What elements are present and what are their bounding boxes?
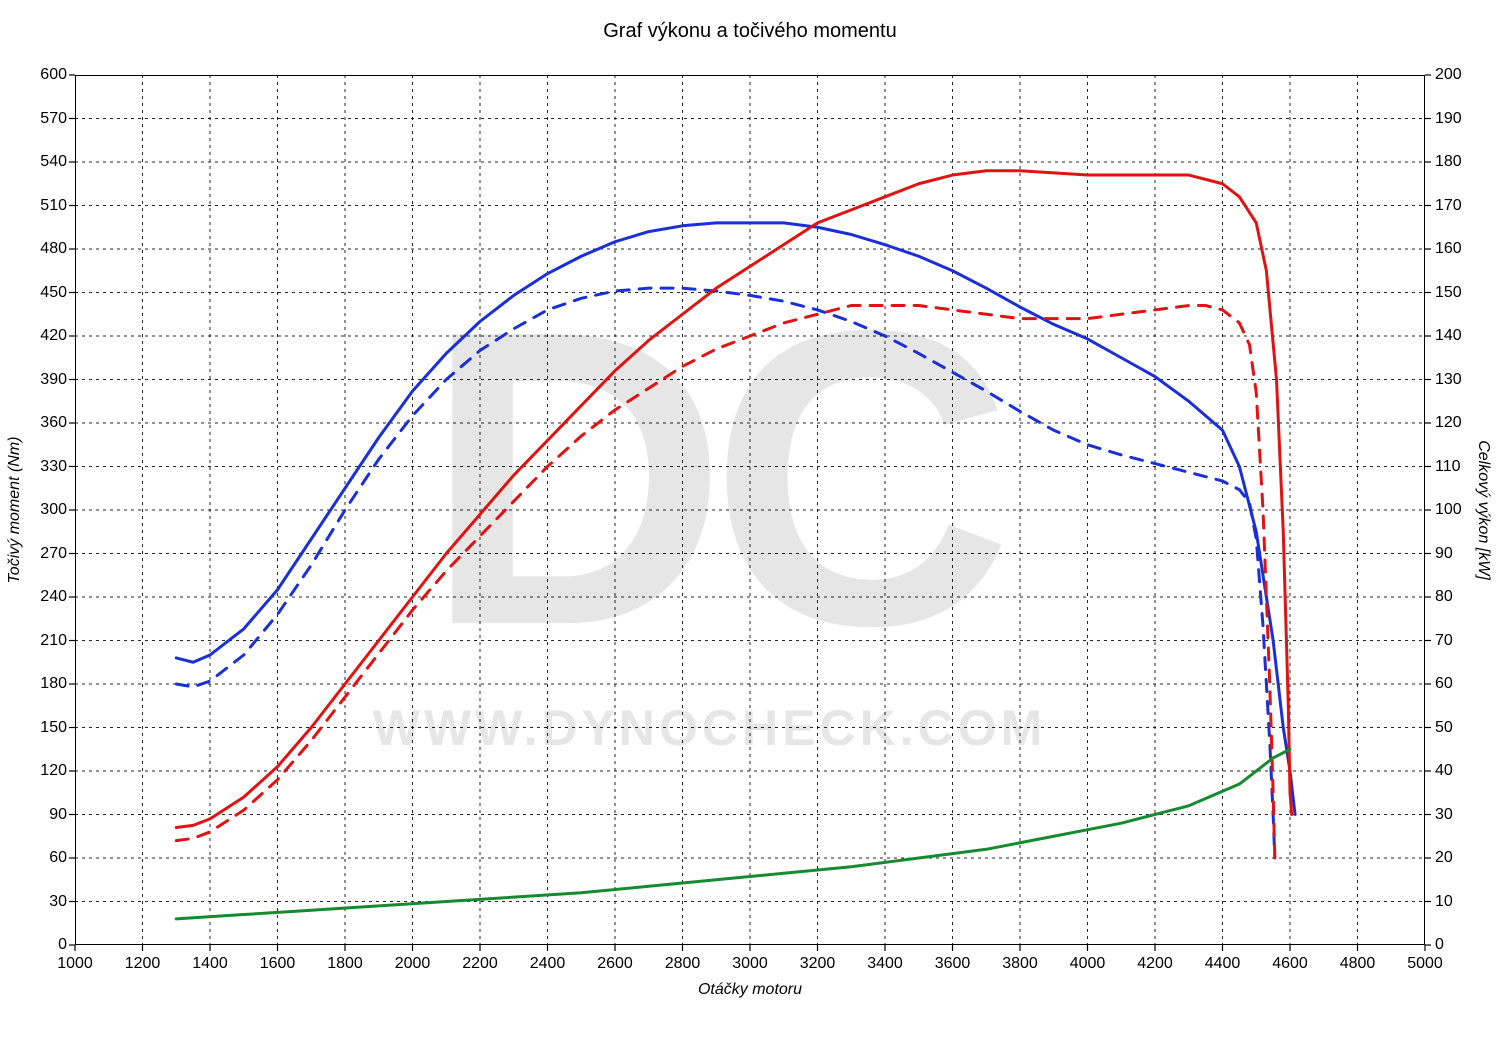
x-tick-label: 2800: [665, 955, 701, 973]
y-left-tick-label: 450: [40, 284, 67, 302]
y-left-tick-label: 60: [49, 849, 67, 867]
y-right-tick-label: 40: [1435, 762, 1453, 780]
y-left-tick-label: 180: [40, 675, 67, 693]
y-right-tick-label: 100: [1435, 501, 1462, 519]
x-tick-label: 2400: [530, 955, 566, 973]
y-right-tick-label: 0: [1435, 936, 1444, 954]
y-right-tick-label: 140: [1435, 327, 1462, 345]
y-right-tick-label: 10: [1435, 893, 1453, 911]
series-power-diff: [176, 749, 1290, 919]
y-left-tick-label: 0: [58, 936, 67, 954]
y-left-tick-label: 540: [40, 153, 67, 171]
y-left-tick-label: 300: [40, 501, 67, 519]
y-left-tick-label: 270: [40, 545, 67, 563]
y-right-tick-label: 150: [1435, 284, 1462, 302]
x-tick-label: 3000: [732, 955, 768, 973]
x-tick-label: 4800: [1340, 955, 1376, 973]
y-right-tick-label: 160: [1435, 240, 1462, 258]
x-tick-label: 2600: [597, 955, 633, 973]
y-left-tick-label: 360: [40, 414, 67, 432]
y-left-tick-label: 90: [49, 806, 67, 824]
y-left-tick-label: 390: [40, 371, 67, 389]
x-tick-label: 4200: [1137, 955, 1173, 973]
y-right-tick-label: 190: [1435, 110, 1462, 128]
y-left-tick-label: 330: [40, 458, 67, 476]
y-left-tick-label: 240: [40, 588, 67, 606]
y-left-tick-label: 150: [40, 719, 67, 737]
y-left-tick-label: 30: [49, 893, 67, 911]
x-tick-label: 2000: [395, 955, 431, 973]
x-axis-label: Otáčky motoru: [0, 981, 1500, 999]
y-right-tick-label: 30: [1435, 806, 1453, 824]
x-tick-label: 1600: [260, 955, 296, 973]
y-left-tick-label: 570: [40, 110, 67, 128]
x-tick-label: 3400: [867, 955, 903, 973]
y-left-tick-label: 480: [40, 240, 67, 258]
y-axis-right-label: Celkový výkon [kW]: [1474, 440, 1492, 580]
x-tick-label: 4600: [1272, 955, 1308, 973]
x-tick-label: 1000: [57, 955, 93, 973]
x-tick-label: 1400: [192, 955, 228, 973]
y-left-tick-label: 600: [40, 66, 67, 84]
y-right-tick-label: 130: [1435, 371, 1462, 389]
x-tick-label: 1800: [327, 955, 363, 973]
x-tick-label: 3800: [1002, 955, 1038, 973]
x-tick-label: 5000: [1407, 955, 1443, 973]
y-right-tick-label: 70: [1435, 632, 1453, 650]
y-left-tick-label: 120: [40, 762, 67, 780]
y-right-tick-label: 180: [1435, 153, 1462, 171]
y-right-tick-label: 50: [1435, 719, 1453, 737]
x-tick-label: 3200: [800, 955, 836, 973]
y-left-tick-label: 420: [40, 327, 67, 345]
x-tick-label: 4000: [1070, 955, 1106, 973]
x-tick-label: 3600: [935, 955, 971, 973]
y-left-tick-label: 510: [40, 197, 67, 215]
y-right-tick-label: 110: [1435, 458, 1461, 476]
x-tick-label: 2200: [462, 955, 498, 973]
y-right-tick-label: 20: [1435, 849, 1453, 867]
y-right-tick-label: 90: [1435, 545, 1453, 563]
plot-svg: DCWWW.DYNOCHECK.COM: [0, 0, 1500, 1041]
y-axis-left-label: Točivý moment (Nm): [6, 437, 24, 584]
watermark: DCWWW.DYNOCHECK.COM: [373, 244, 1047, 756]
y-right-tick-label: 120: [1435, 414, 1462, 432]
y-right-tick-label: 200: [1435, 66, 1462, 84]
x-tick-label: 1200: [125, 955, 161, 973]
y-right-tick-label: 170: [1435, 197, 1462, 215]
x-tick-label: 4400: [1205, 955, 1241, 973]
grid: [75, 75, 1425, 945]
chart-container: { "chart": { "type": "line", "title": "G…: [0, 0, 1500, 1041]
y-right-tick-label: 60: [1435, 675, 1453, 693]
y-left-tick-label: 210: [40, 632, 67, 650]
y-right-tick-label: 80: [1435, 588, 1453, 606]
